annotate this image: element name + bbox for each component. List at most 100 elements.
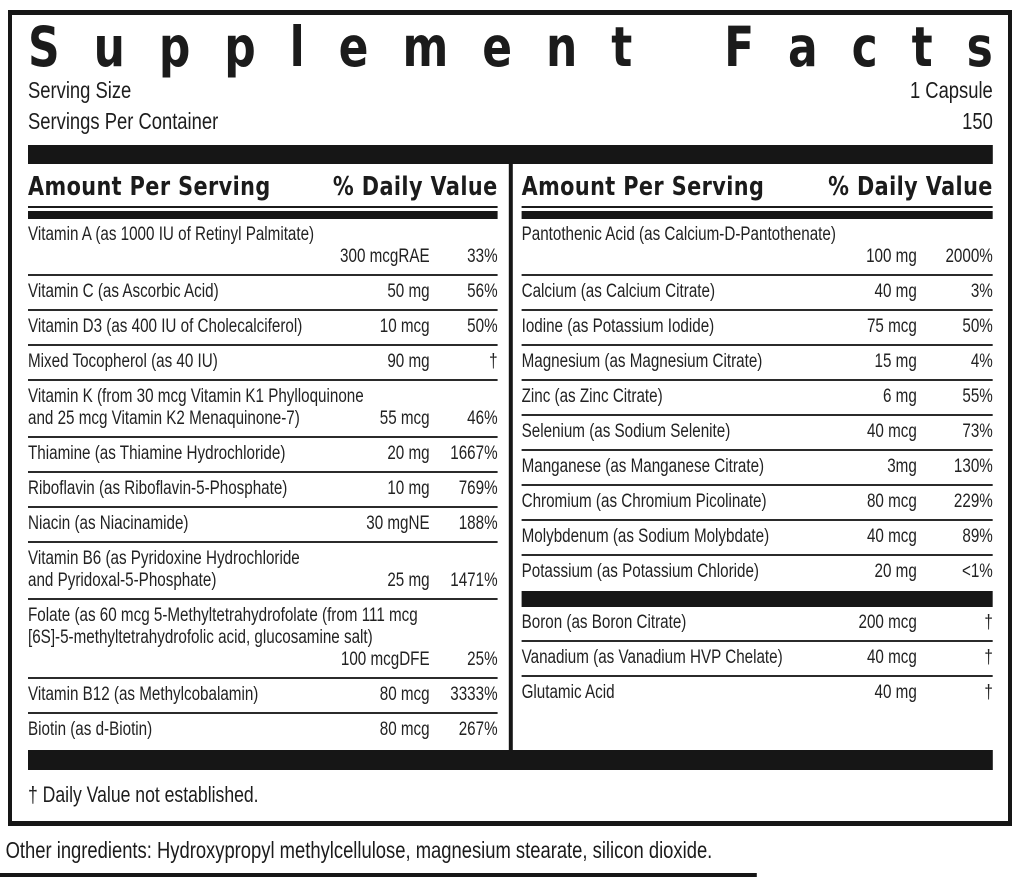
nutrient-name: Riboflavin (as Riboflavin-5-Phosphate) [28,478,288,499]
header-thick-bar [521,211,993,219]
title-letter: S [28,15,60,79]
daily-value-footnote: † Daily Value not established. [28,782,259,807]
nutrient-amount: 75 mcg [866,316,917,337]
nutrient-value-line: Vanadium (as Vanadium HVP Chelate) 40 mcg… [522,647,993,669]
nutrient-amount: 80 mcg [866,491,917,512]
nutrient-name: Potassium (as Potassium Chloride) [521,561,759,582]
nutrient-amount: 10 mcg [379,316,430,337]
left-column-header: Amount Per Serving % Daily Value [28,172,498,202]
nutrient-value-line: Selenium (as Sodium Selenite) 40 mcg 73% [522,421,993,443]
title-letter: p [158,15,191,79]
nutrient-amount: 80 mcg [379,719,430,740]
nutrient-row: Molybdenum (as Sodium Molybdate) 40 mcg 89… [521,521,993,556]
column-separator [508,164,513,750]
servings-per-container-value: 150 [962,108,993,134]
nutrient-percent-daily-value: 33% [467,246,498,267]
nutrient-amount: 300 mcgRAE [340,246,430,267]
nutrient-value-line: 100 mcgDFE 25% [28,649,498,671]
nutrient-value-line: Riboflavin (as Riboflavin-5-Phosphate) 10… [28,478,498,500]
nutrient-value-line: and Pyridoxal-5-Phosphate) 25 mg 1471% [28,570,498,592]
header-thin-rule [28,206,498,208]
nutrient-columns: Amount Per Serving % Daily Value Vitamin… [28,164,993,750]
nutrient-percent-daily-value: 50% [467,316,498,337]
nutrient-row: Zinc (as Zinc Citrate) 6 mg 55% [521,381,993,416]
nutrient-amount: 40 mcg [866,421,917,442]
nutrient-value-line: and 25 mcg Vitamin K2 Menaquinone-7) 55 m… [28,408,498,430]
nutrient-value-line: Zinc (as Zinc Citrate) 6 mg 55% [522,386,993,408]
nutrient-value-line: Chromium (as Chromium Picolinate) 80 mcg 2… [522,491,993,513]
nutrient-name: Molybdenum (as Sodium Molybdate) [521,526,770,547]
nutrient-row: Magnesium (as Magnesium Citrate) 15 mg 4% [521,346,993,381]
nutrient-name: Vanadium (as Vanadium HVP Chelate) [521,647,783,668]
nutrient-row: Niacin (as Niacinamide) 30 mgNE 188% [28,508,498,543]
nutrient-percent-daily-value: 4% [970,351,993,372]
nutrient-name: Magnesium (as Magnesium Citrate) [521,351,763,372]
right-column: Amount Per Serving % Daily Value Pantoth… [521,164,993,750]
nutrient-percent-daily-value: † [984,682,993,703]
header-thin-rule [521,206,993,208]
title-letter: a [788,15,818,79]
right-column-header: Amount Per Serving % Daily Value [522,172,993,202]
bottom-divider-bar [28,750,993,770]
nutrient-row: Iodine (as Potassium Iodide) 75 mcg 50% [521,311,993,346]
title-letter: e [338,15,369,79]
nutrient-value-line: Niacin (as Niacinamide) 30 mgNE 188% [28,513,498,535]
nutrient-name: Mixed Tocopherol (as 40 IU) [28,351,218,372]
nutrient-percent-daily-value: 73% [962,421,993,442]
nutrient-name: Calcium (as Calcium Citrate) [521,281,716,302]
amount-per-serving-heading: Amount Per Serving [28,172,271,202]
other-ingredients-text: Other ingredients: Hydroxypropyl methylc… [5,837,713,863]
nutrient-value-line: 100 mg 2000% [522,246,993,268]
serving-size-label: Serving Size [28,77,132,103]
servings-per-container-line: Servings Per Container 150 [28,106,993,137]
nutrient-value-line: Glutamic Acid 40 mg † [522,682,993,704]
nutrient-percent-daily-value: 89% [962,526,993,547]
nutrient-row: Boron (as Boron Citrate) 200 mcg † [521,607,993,642]
nutrient-percent-daily-value: † [489,351,498,372]
nutrient-name: Vitamin C (as Ascorbic Acid) [28,281,219,302]
title-letter: n [545,15,578,79]
nutrient-percent-daily-value: 229% [953,491,993,512]
nutrient-name: Vitamin A (as 1000 IU of Retinyl Palmita… [28,224,315,245]
title-letter: F [724,15,755,79]
nutrient-name: Pantothenic Acid (as Calcium-D-Pantothen… [521,224,836,245]
nutrient-row: Vitamin C (as Ascorbic Acid) 50 mg 56% [28,276,498,311]
nutrient-row: Vitamin D3 (as 400 IU of Cholecalciferol… [28,311,498,346]
right-column-rows: Pantothenic Acid (as Calcium-D-Pantothen… [521,219,993,750]
nutrient-value-line: Mixed Tocopherol (as 40 IU) 90 mg † [28,351,498,373]
nutrient-value-line: Vitamin B12 (as Methylcobalamin) 80 mcg 33… [28,684,498,706]
nutrient-amount: 30 mgNE [366,513,430,534]
left-column: Amount Per Serving % Daily Value Vitamin… [28,164,498,750]
nutrient-percent-daily-value: † [984,647,993,668]
nutrient-amount: 40 mcg [866,526,917,547]
nutrient-amount: 6 mg [883,386,917,407]
nutrient-name: Zinc (as Zinc Citrate) [521,386,663,407]
nutrient-percent-daily-value: 769% [458,478,498,499]
nutrient-name: Glutamic Acid [521,682,615,703]
nutrient-percent-daily-value: 1667% [450,443,498,464]
nutrient-percent-daily-value: 56% [467,281,498,302]
nutrient-name: Iodine (as Potassium Iodide) [521,316,715,337]
left-column-rows: Vitamin A (as 1000 IU of Retinyl Palmita… [28,219,498,750]
nutrient-amount: 20 mg [874,561,917,582]
servings-per-container-label: Servings Per Container [28,108,219,134]
nutrient-row: Potassium (as Potassium Chloride) 20 mg <1… [522,556,993,589]
nutrient-value-line: Boron (as Boron Citrate) 200 mcg † [522,612,993,634]
nutrient-amount: 90 mg [387,351,430,372]
nutrient-amount: 80 mcg [379,684,430,705]
nutrient-name: and 25 mcg Vitamin K2 Menaquinone-7) [28,408,300,429]
serving-size-value: 1 Capsule [909,77,993,103]
nutrient-percent-daily-value: 130% [953,456,993,477]
nutrient-name: Folate (as 60 mcg 5-Methyltetrahydrofola… [28,605,418,626]
title-letter: p [224,15,256,79]
nutrient-percent-daily-value: 188% [458,513,498,534]
nutrient-row: Vanadium (as Vanadium HVP Chelate) 40 mcg… [521,642,993,677]
nutrient-name: Thiamine (as Thiamine Hydrochloride) [28,443,286,464]
nutrient-name: Niacin (as Niacinamide) [28,513,189,534]
nutrient-name: Biotin (as d-Biotin) [28,719,153,740]
nutrient-percent-daily-value: 1471% [450,570,498,591]
nutrient-row: Vitamin B12 (as Methylcobalamin) 80 mcg 33… [28,679,498,714]
nutrient-percent-daily-value: 46% [467,408,498,429]
